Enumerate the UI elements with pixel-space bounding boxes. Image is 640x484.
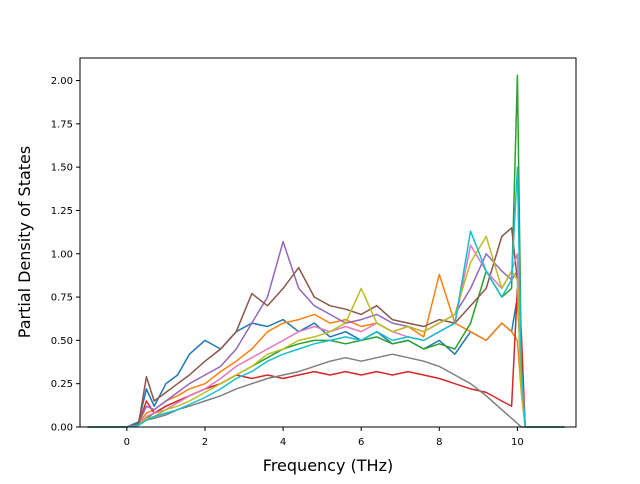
x-tick-label: 4 [280,437,286,448]
y-tick-label: 0.50 [51,336,73,347]
x-tick-label: 6 [358,437,364,448]
x-tick-label: 0 [124,437,130,448]
series-line-6 [87,227,565,428]
y-tick-label: 1.00 [51,249,73,260]
y-tick-label: 2.00 [51,76,73,87]
series-line-9 [87,235,565,428]
y-axis-label: Partial Density of States [15,146,34,338]
plot-frame [79,57,577,428]
x-axis-label: Frequency (THz) [263,456,393,475]
series-line-4 [87,287,565,428]
x-tick-label: 10 [511,437,524,448]
y-tick-label: 0.25 [51,379,73,390]
y-tick-label: 0.00 [51,423,73,434]
x-tick-label: 8 [436,437,442,448]
x-tick-label: 2 [202,437,208,448]
y-axis-ticks: 0.00 0.25 0.50 0.75 1.00 1.25 1.50 1.75 2.00 [51,76,80,434]
series-line-8 [87,353,565,428]
plot-background [80,58,576,427]
y-tick-label: 1.75 [51,119,73,130]
series-layer [87,74,565,428]
y-tick-label: 1.50 [51,163,73,174]
series-line-5 [87,240,565,428]
series-line-10 [87,166,565,428]
x-axis-ticks: 0 2 4 6 8 10 [124,427,524,448]
y-tick-label: 1.25 [51,206,73,217]
y-tick-label: 0.75 [51,293,73,304]
